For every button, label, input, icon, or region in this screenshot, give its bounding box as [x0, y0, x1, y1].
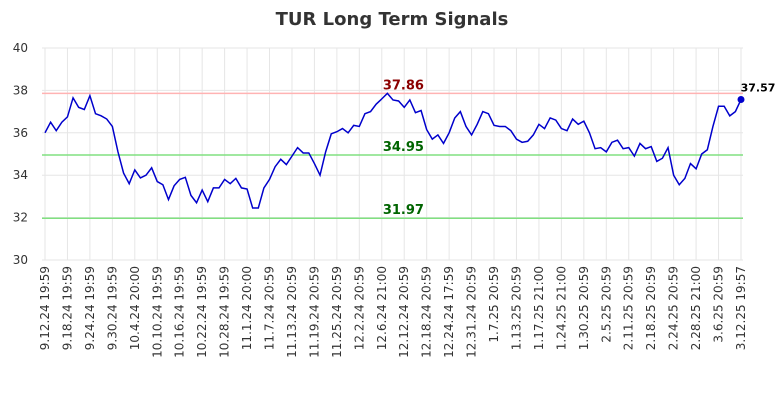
last-value-label: 37.57 [741, 82, 776, 95]
x-tick-label: 11.19.24 20:59 [307, 266, 321, 358]
x-tick-label: 11.13.24 20:59 [285, 266, 299, 358]
y-tick-label: 36 [13, 126, 28, 140]
x-tick-label: 2.5.25 20:59 [599, 266, 613, 343]
line [44, 92, 742, 209]
chart-title: TUR Long Term Signals [276, 9, 509, 30]
x-tick-label: 12.12.24 20:59 [397, 266, 411, 358]
x-tick-label: 10.4.24 20:00 [128, 266, 142, 350]
reference-label: 37.86 [383, 78, 424, 93]
last-point [737, 96, 745, 104]
reference-label: 31.97 [383, 203, 424, 218]
y-tick-label: 30 [13, 253, 28, 267]
x-tick-label: 9.18.24 19:59 [60, 266, 74, 350]
x-tick-label: 10.28.24 19:59 [218, 266, 232, 358]
x-tick-label: 9.12.24 19:59 [38, 266, 52, 350]
x-tick-label: 2.28.25 21:00 [689, 266, 703, 350]
x-tick-label: 10.16.24 19:59 [173, 266, 187, 358]
y-tick-label: 32 [13, 211, 28, 225]
x-tick-label: 12.31.24 20:59 [465, 266, 479, 358]
x-tick-label: 3.12.25 19:57 [734, 266, 748, 350]
x-tick-label: 10.22.24 19:59 [195, 266, 209, 358]
x-tick-label: 12.18.24 20:59 [420, 266, 434, 358]
x-tick-label: 1.30.25 20:59 [577, 266, 591, 350]
x-tick-label: 10.10.24 19:59 [150, 266, 164, 358]
x-tick-label: 12.2.24 20:59 [352, 266, 366, 350]
x-tick-label: 2.24.25 20:59 [667, 266, 681, 350]
x-tick-label: 9.24.24 19:59 [83, 266, 97, 350]
y-tick-label: 34 [13, 168, 28, 182]
x-tick-label: 2.18.25 20:59 [644, 266, 658, 350]
x-tick-label: 11.25.24 20:59 [330, 266, 344, 358]
x-tick-label: 9.30.24 19:59 [105, 266, 119, 350]
reference-label: 34.95 [383, 140, 424, 155]
x-tick-label: 1.24.25 21:00 [554, 266, 568, 350]
x-tick-label: 3.6.25 20:59 [712, 266, 726, 343]
y-tick-label: 38 [13, 83, 28, 97]
x-tick-label: 1.7.25 20:59 [487, 266, 501, 343]
x-tick-label: 12.6.24 21:00 [375, 266, 389, 350]
x-tick-label: 11.1.24 20:00 [240, 266, 254, 350]
x-tick-label: 12.24.24 17:59 [442, 266, 456, 358]
y-tick-label: 40 [13, 41, 28, 55]
x-tick-label: 11.7.24 20:59 [263, 266, 277, 350]
x-tick-label: 2.11.25 20:59 [622, 266, 636, 350]
x-tick-label: 1.17.25 21:00 [532, 266, 546, 350]
x-tick-label: 1.13.25 20:59 [509, 266, 523, 350]
